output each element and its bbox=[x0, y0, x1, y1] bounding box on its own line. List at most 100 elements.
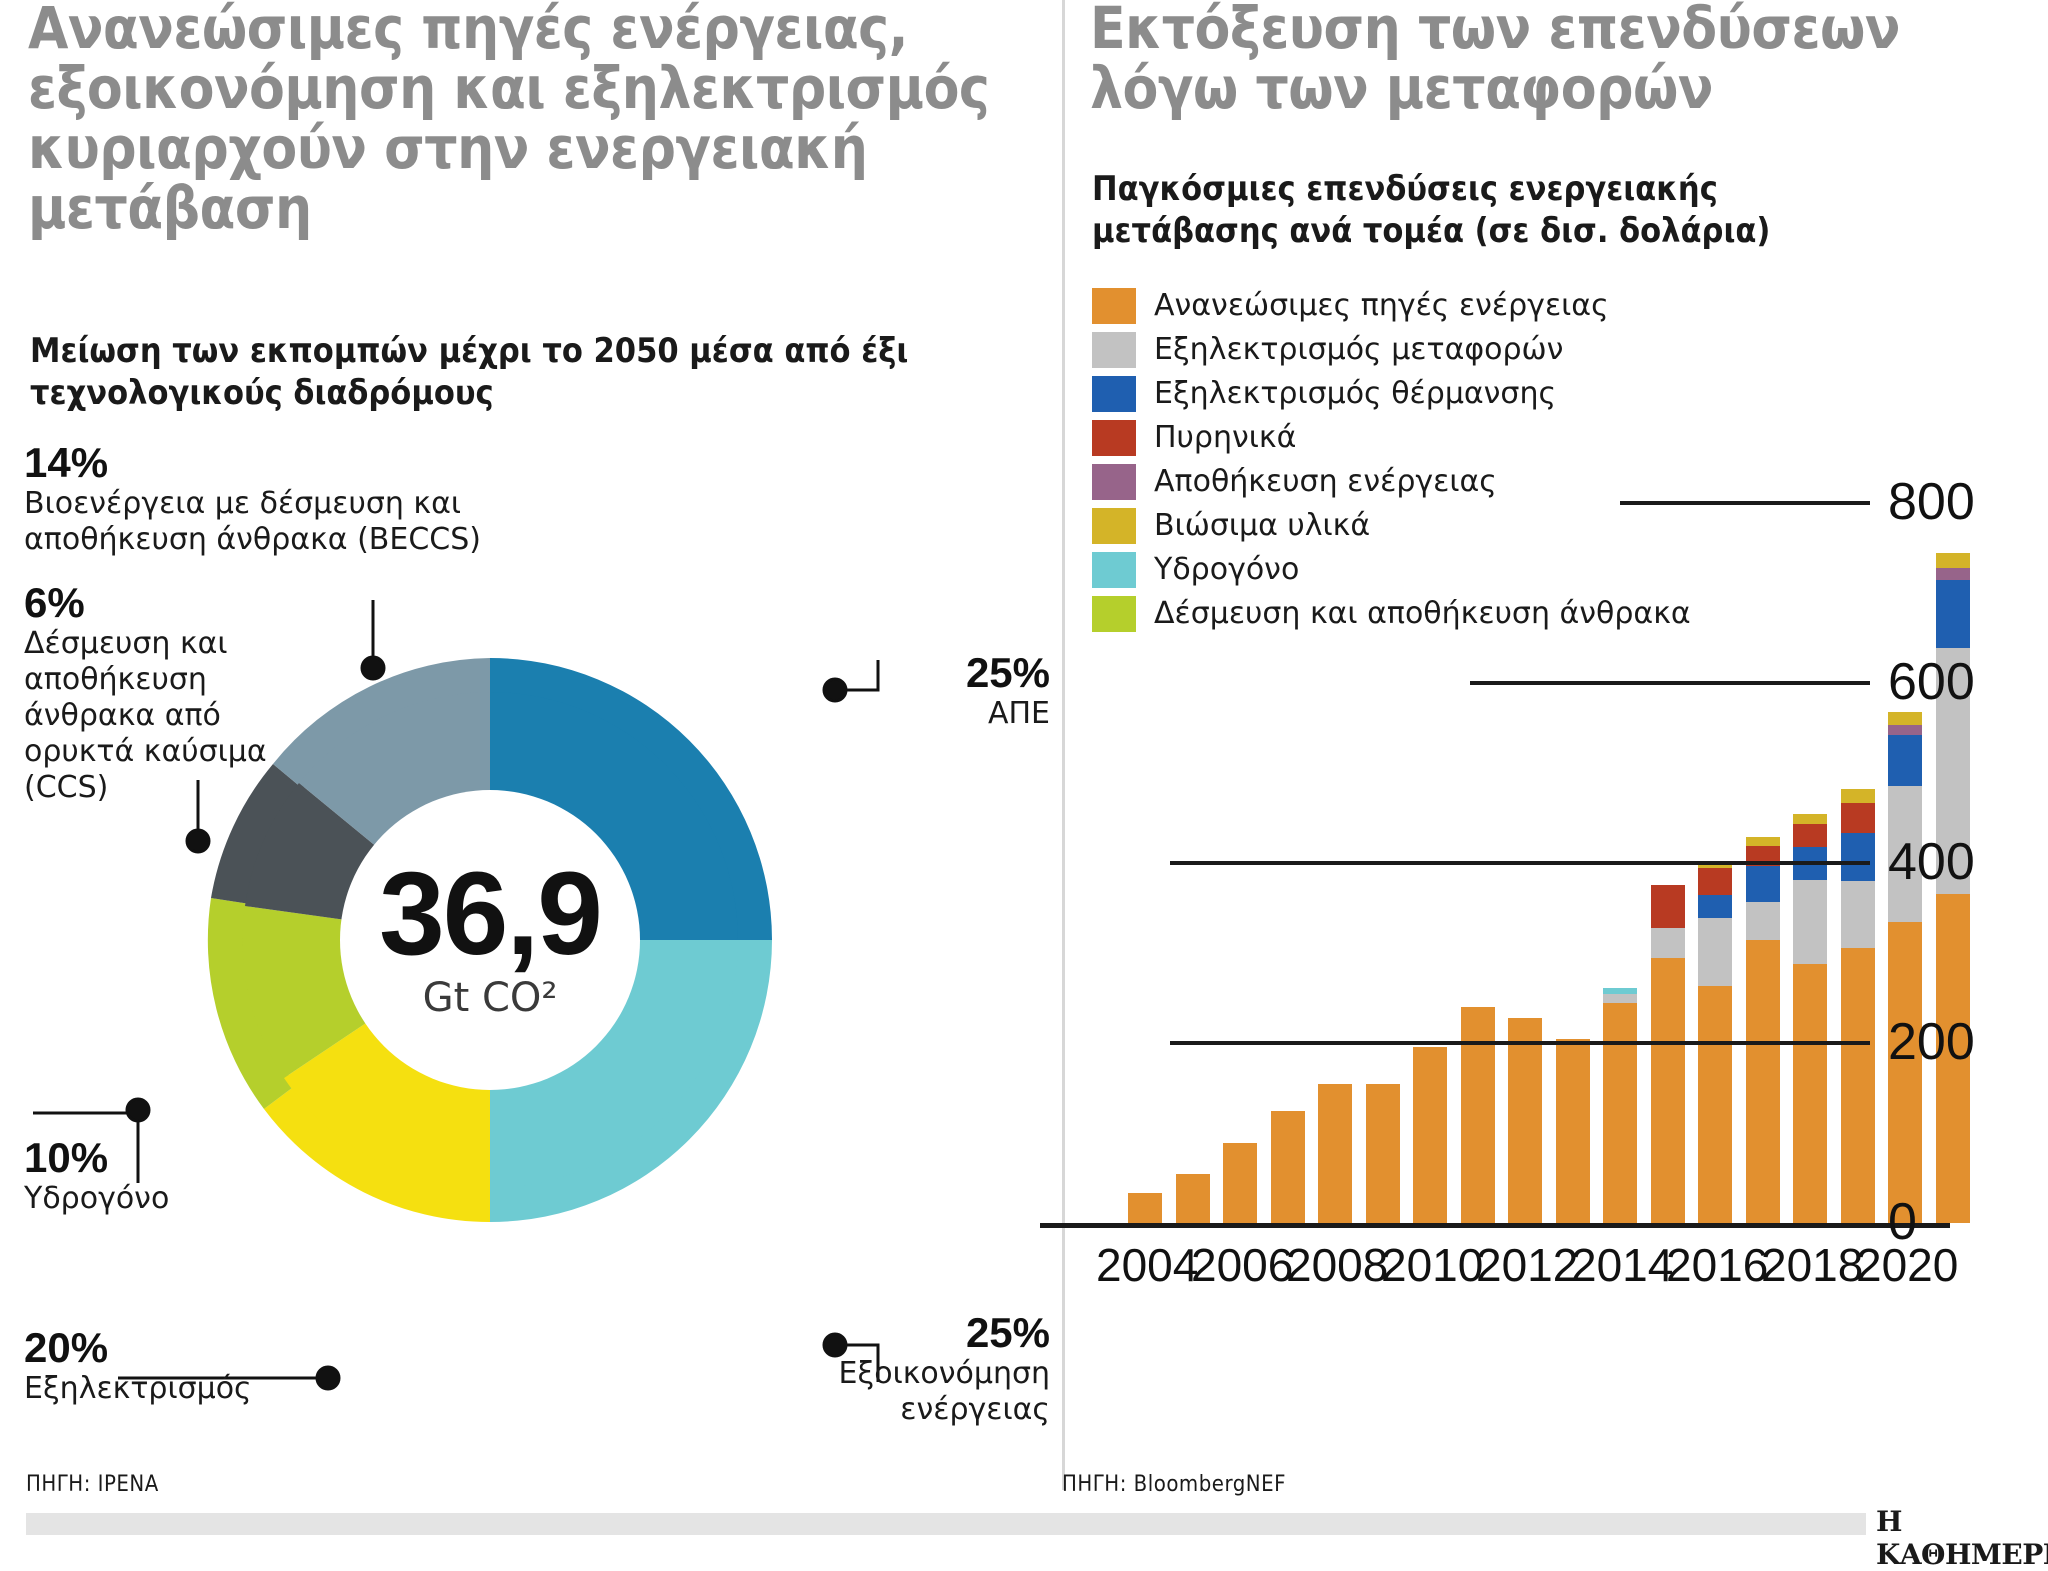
chart-legend: Ανανεώσιμες πηγές ενέργειας Εξηλεκτρισμός… bbox=[1092, 288, 1852, 640]
donut-hole bbox=[340, 790, 640, 1090]
y-axis-tick-label: 600 bbox=[1888, 653, 1975, 711]
x-axis-tick-label: 2008 bbox=[1286, 1239, 1389, 1291]
donut-slices bbox=[242, 692, 738, 1188]
legend-item: Βιώσιμα υλικά bbox=[1092, 508, 1852, 544]
x-axis-tick-label: 2012 bbox=[1476, 1239, 1579, 1291]
legend-label: Εξηλεκτρισμός θέρμανσης bbox=[1154, 376, 1557, 411]
bar-segment bbox=[1698, 917, 1732, 987]
legend-label: Υδρογόνο bbox=[1154, 552, 1300, 587]
callout-efficiency-label: Εξοικονόμηση ενέργειας bbox=[838, 1356, 1050, 1427]
bar-segment bbox=[1935, 553, 1970, 568]
bar-column bbox=[1365, 1083, 1400, 1223]
total-emissions-value: 36,9 bbox=[379, 848, 603, 980]
x-axis-labels: 2004 2006 2008 2010 2012 2014 2016 2018 2020 bbox=[1040, 1240, 2000, 1300]
callout-efficiency: 25% Εξοικονόμηση ενέργειας bbox=[740, 1310, 1050, 1428]
bar-segment bbox=[1413, 1046, 1447, 1223]
donut-svg bbox=[207, 658, 772, 1222]
bar-segment bbox=[1745, 845, 1780, 866]
bar-column bbox=[1840, 789, 1875, 1223]
bar-column bbox=[1745, 836, 1780, 1223]
legend-label: Δέσμευση και αποθήκευση άνθρακα bbox=[1154, 596, 1691, 631]
legend-item: Πυρηνικά bbox=[1092, 420, 1852, 456]
donut-center-label: 36,9 Gt CO² bbox=[320, 848, 660, 1022]
y-gridline bbox=[1470, 681, 1870, 685]
bar-segment bbox=[1840, 833, 1875, 882]
callout-ccs: 6% Δέσμευση και αποθήκευση άνθρακα από ο… bbox=[24, 580, 274, 806]
bar-segment bbox=[1935, 567, 1970, 581]
bar-segment bbox=[1793, 824, 1827, 847]
legend-item: Εξηλεκτρισμός μεταφορών bbox=[1092, 332, 1852, 368]
bar-column bbox=[1318, 1083, 1352, 1223]
left-subtitle: Μείωση των εκπομπών μέχρι το 2050 μέσα α… bbox=[30, 331, 909, 413]
y-axis-tick-label: 200 bbox=[1888, 1013, 1975, 1071]
source-left: ΠΗΓΗ: IPENA bbox=[26, 1472, 159, 1497]
bar-chart-plot: 2004 2006 2008 2010 2012 2014 2016 2018 2020 0 20… bbox=[1040, 440, 2048, 1300]
callout-renewables: 25% ΑΠΕ bbox=[880, 650, 1050, 732]
legend-swatch bbox=[1092, 464, 1136, 500]
ring-arc-renewables bbox=[490, 658, 772, 940]
bar-column bbox=[1650, 884, 1685, 1223]
right-subtitle: Παγκόσμιες επενδύσεις ενεργειακής μετάβα… bbox=[1092, 169, 1771, 251]
bar-column bbox=[1413, 1046, 1447, 1223]
bar-segment bbox=[1745, 940, 1780, 1223]
bar-segment bbox=[1745, 865, 1780, 902]
bar-segment bbox=[1888, 921, 1922, 1223]
bar-segment bbox=[1698, 867, 1732, 895]
bar-segment bbox=[1698, 894, 1732, 918]
legend-swatch bbox=[1092, 288, 1136, 324]
bar-segment bbox=[1840, 881, 1875, 948]
x-axis-tick-label: 2018 bbox=[1761, 1239, 1864, 1291]
left-title: Ανανεώσιμες πηγές ενέργειας, εξοικονόμησ… bbox=[28, 0, 990, 242]
bar-segment bbox=[1888, 725, 1922, 736]
bar-segment bbox=[1270, 1110, 1305, 1223]
callout-renewables-pct: 25% bbox=[965, 649, 1050, 696]
bar-column bbox=[1793, 814, 1827, 1223]
x-axis-tick-label: 2010 bbox=[1381, 1239, 1484, 1291]
legend-swatch bbox=[1092, 508, 1136, 544]
callout-electrification-pct: 20% bbox=[24, 1324, 109, 1371]
ring-arc-efficiency bbox=[490, 940, 772, 1222]
legend-swatch bbox=[1092, 420, 1136, 456]
bar-segment bbox=[1650, 927, 1685, 958]
bar-segment bbox=[1555, 1038, 1590, 1223]
bar-column bbox=[1888, 711, 1922, 1223]
x-axis-tick-label: 2016 bbox=[1666, 1239, 1769, 1291]
x-axis-tick-label: 2020 bbox=[1856, 1239, 1959, 1291]
legend-swatch bbox=[1092, 596, 1136, 632]
publisher-brand: Η ΚΑΘΗΜΕΡΙΝΗ bbox=[1876, 1505, 2048, 1571]
bar-segment bbox=[1935, 893, 1970, 1223]
bar-series-container bbox=[1040, 503, 2000, 1223]
right-title: Εκτόξευση των επενδύσεων λόγω των μεταφο… bbox=[1090, 0, 1900, 122]
bar-column bbox=[1270, 1110, 1305, 1223]
bar-segment bbox=[1603, 988, 1637, 995]
bar-column bbox=[1698, 861, 1732, 1223]
y-gridline bbox=[1170, 1041, 1870, 1045]
bar-segment bbox=[1935, 580, 1970, 648]
legend-label: Πυρηνικά bbox=[1154, 420, 1297, 455]
total-emissions-unit: Gt CO² bbox=[422, 975, 558, 1021]
callout-beccs-pct: 14% bbox=[24, 439, 109, 486]
y-axis-tick-label: 800 bbox=[1888, 473, 1975, 531]
source-right: ΠΗΓΗ: BloombergNEF bbox=[1062, 1472, 1286, 1497]
ring-arc-ccs bbox=[211, 764, 303, 904]
legend-swatch bbox=[1092, 552, 1136, 588]
bar-segment bbox=[1935, 647, 1970, 894]
callout-ccs-label: Δέσμευση και αποθήκευση άνθρακα από ορυκ… bbox=[24, 626, 267, 805]
y-gridline bbox=[1620, 501, 1870, 505]
bar-segment bbox=[1888, 735, 1922, 786]
y-axis-tick-label: 0 bbox=[1888, 1193, 1917, 1251]
bar-segment bbox=[1840, 789, 1875, 803]
x-axis-tick-label: 2006 bbox=[1191, 1239, 1294, 1291]
left-panel: Ανανεώσιμες πηγές ενέργειας, εξοικονόμησ… bbox=[0, 0, 1060, 1490]
legend-label: Βιώσιμα υλικά bbox=[1154, 508, 1371, 543]
bar-segment bbox=[1223, 1142, 1257, 1223]
y-axis-tick-label: 400 bbox=[1888, 833, 1975, 891]
legend-label: Ανανεώσιμες πηγές ενέργειας bbox=[1154, 288, 1609, 323]
bar-segment bbox=[1888, 785, 1922, 922]
x-axis-tick-label: 2014 bbox=[1571, 1239, 1674, 1291]
panel-divider bbox=[1062, 0, 1065, 1490]
callout-hydrogen-label: Υδρογόνο bbox=[24, 1181, 170, 1216]
callout-electrification-label: Εξηλεκτρισμός bbox=[24, 1371, 252, 1406]
x-axis-baseline bbox=[1040, 1223, 1950, 1228]
bar-segment bbox=[1603, 1002, 1637, 1223]
